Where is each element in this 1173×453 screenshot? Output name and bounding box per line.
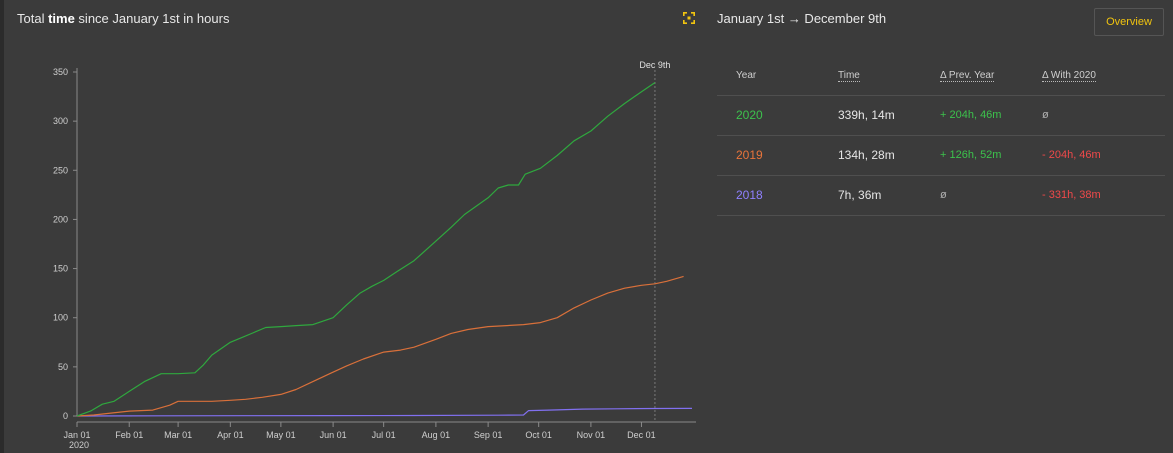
y-tick-label: 0 (63, 411, 68, 421)
header-time[interactable]: Time (838, 70, 860, 82)
header-delta-with-2020[interactable]: Δ With 2020 (1042, 70, 1096, 82)
x-tick-sublabel: 2020 (69, 440, 89, 450)
y-tick-label: 100 (53, 313, 68, 323)
stats-panel: January 1st → December 9th Overview Year… (701, 0, 1173, 453)
time-value: 339h, 14m (838, 108, 895, 122)
date-range-title: January 1st → December 9th (717, 11, 887, 26)
x-tick-label: Oct 01 (525, 430, 552, 440)
year-label: 2020 (736, 108, 763, 122)
year-label: 2019 (736, 148, 763, 162)
y-tick-label: 50 (58, 362, 68, 372)
delta-prev-year-value: ø (940, 189, 947, 201)
x-tick-label: Sep 01 (474, 430, 503, 440)
overview-button[interactable]: Overview (1094, 8, 1164, 36)
delta-prev-year-value: + 126h, 52m (940, 149, 1002, 161)
delta-with-2020-value: ø (1042, 109, 1049, 121)
x-tick-label: May 01 (266, 430, 296, 440)
table-row: 2019 134h, 28m + 126h, 52m - 204h, 46m (717, 136, 1165, 176)
x-tick-label: Feb 01 (115, 430, 143, 440)
y-tick-label: 350 (53, 67, 68, 77)
x-tick-label: Nov 01 (577, 430, 606, 440)
dec-9th-marker-label: Dec 9th (639, 60, 670, 70)
x-tick-label: Jun 01 (320, 430, 347, 440)
series-line-2020 (76, 82, 656, 417)
series-line-2019 (76, 275, 684, 417)
y-tick-label: 300 (53, 116, 68, 126)
delta-prev-year-value: + 204h, 46m (940, 109, 1002, 121)
delta-with-2020-value: - 204h, 46m (1042, 149, 1101, 161)
expand-icon[interactable] (683, 12, 695, 24)
x-tick-label: Jul 01 (372, 430, 396, 440)
chart-panel: Total time since January 1st in hours 0 5… (4, 0, 701, 453)
time-value: 134h, 28m (838, 148, 895, 162)
x-tick-label: Mar 01 (164, 430, 192, 440)
table-row: 2020 339h, 14m + 204h, 46m ø (717, 96, 1165, 136)
table-header: Year Time Δ Prev. Year Δ With 2020 (717, 56, 1165, 96)
series-line-2018 (76, 407, 693, 417)
y-tick-label: 150 (53, 264, 68, 274)
y-tick-label: 250 (53, 165, 68, 175)
chart-title: Total time since January 1st in hours (17, 11, 230, 26)
x-tick-label: Aug 01 (422, 430, 451, 440)
table-row: 2018 7h, 36m ø - 331h, 38m (717, 176, 1165, 216)
x-tick-label: Dec 01 (627, 430, 656, 440)
x-tick-label: Jan 01 (63, 430, 90, 440)
x-tick-label: Apr 01 (217, 430, 244, 440)
stats-table: Year Time Δ Prev. Year Δ With 2020 2020 … (717, 56, 1165, 216)
y-tick-label: 200 (53, 214, 68, 224)
delta-with-2020-value: - 331h, 38m (1042, 189, 1101, 201)
time-value: 7h, 36m (838, 188, 882, 202)
header-year: Year (736, 70, 757, 81)
header-delta-prev-year[interactable]: Δ Prev. Year (940, 70, 995, 82)
year-label: 2018 (736, 188, 763, 202)
